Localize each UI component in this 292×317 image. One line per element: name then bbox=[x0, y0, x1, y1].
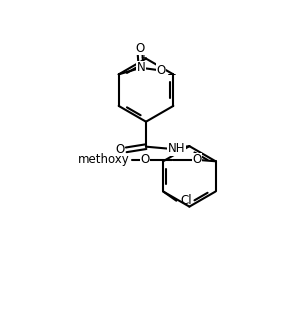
Text: O: O bbox=[135, 42, 144, 55]
Text: O: O bbox=[192, 153, 202, 166]
Text: +: + bbox=[140, 53, 146, 62]
Text: O: O bbox=[156, 64, 165, 77]
Text: O: O bbox=[140, 153, 150, 166]
Text: NH: NH bbox=[168, 142, 185, 155]
Text: N: N bbox=[137, 61, 145, 74]
Text: Cl: Cl bbox=[180, 194, 192, 207]
Text: −: − bbox=[166, 68, 176, 81]
Text: O: O bbox=[115, 143, 124, 156]
Text: methoxy: methoxy bbox=[78, 153, 130, 166]
